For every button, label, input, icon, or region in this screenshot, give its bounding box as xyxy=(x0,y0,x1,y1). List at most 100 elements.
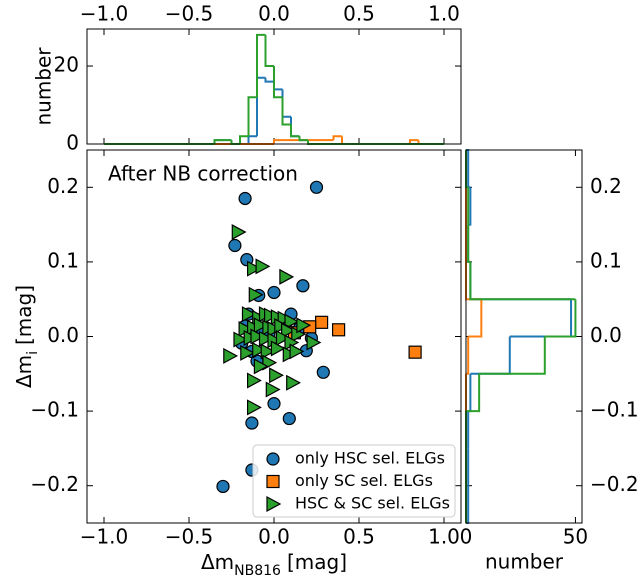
point xyxy=(245,416,259,430)
x-tick-label: −0.5 xyxy=(165,525,214,549)
point xyxy=(267,397,281,411)
x-tick-label: 0.5 xyxy=(343,525,375,549)
x-axis-label: ΔmNB816 [mag] xyxy=(201,550,347,580)
point xyxy=(247,399,262,416)
y-tick-label: 0.0 xyxy=(47,323,79,347)
histogram-step xyxy=(281,89,291,118)
axes-frame xyxy=(465,149,583,524)
point xyxy=(279,268,295,285)
x-tick-label: −1.0 xyxy=(80,2,129,26)
histogram-step xyxy=(469,261,576,301)
histogram-step xyxy=(247,135,257,144)
point xyxy=(267,285,281,300)
point xyxy=(275,329,291,346)
y-tick-label: 20 xyxy=(54,53,79,77)
histogram-step xyxy=(239,135,249,144)
point xyxy=(231,224,247,241)
y-label-unit: [mag] xyxy=(12,285,36,345)
point xyxy=(238,191,252,206)
histogram-step xyxy=(466,336,470,375)
x-tick-label: −1.0 xyxy=(80,525,129,549)
point xyxy=(408,345,422,359)
histogram-step xyxy=(479,336,546,375)
y-tick-label: −0.2 xyxy=(590,472,639,496)
x-tick-label: 50 xyxy=(563,525,588,549)
y-tick-label: 0 xyxy=(66,131,79,155)
point xyxy=(216,479,230,494)
histogram-step xyxy=(468,373,472,413)
legend-marker xyxy=(266,474,280,489)
point xyxy=(228,238,242,253)
histogram-step xyxy=(467,224,471,263)
point xyxy=(332,323,346,337)
histogram-step xyxy=(264,34,274,68)
histogram-step xyxy=(273,81,283,91)
histogram-step xyxy=(298,136,308,142)
histogram-step xyxy=(290,124,300,138)
point xyxy=(241,306,257,323)
legend-marker xyxy=(266,452,280,466)
point xyxy=(306,334,322,351)
x-tick-label: 1.0 xyxy=(428,525,460,549)
point xyxy=(255,258,271,275)
legend-label: HSC & SC sel. ELGs xyxy=(295,494,450,513)
point xyxy=(265,381,281,398)
histogram-step xyxy=(273,139,283,144)
point xyxy=(282,411,296,426)
histogram-step xyxy=(290,116,300,138)
x-axis-label: number xyxy=(485,550,564,574)
histogram-step xyxy=(465,261,482,301)
histogram-step xyxy=(409,139,419,144)
point xyxy=(247,260,262,277)
y-tick-label: 0.1 xyxy=(590,248,622,272)
legend-marker xyxy=(266,495,282,513)
point xyxy=(270,340,286,357)
y-tick-label: −0.2 xyxy=(30,472,79,496)
histogram-step xyxy=(470,336,511,375)
y-label-sub: i xyxy=(25,351,41,355)
point xyxy=(233,331,249,348)
y-tick-label: 0.2 xyxy=(590,174,622,198)
point xyxy=(260,343,276,360)
x-label-main: Δm xyxy=(201,550,234,574)
point xyxy=(250,328,266,345)
histogram-step xyxy=(256,76,266,137)
point xyxy=(286,374,301,391)
point xyxy=(309,180,324,194)
x-label-unit: [mag] xyxy=(287,550,347,574)
x-tick-label: 0.0 xyxy=(258,525,290,549)
legend-label: only HSC sel. ELGs xyxy=(295,449,445,468)
point xyxy=(252,341,267,358)
histogram-step xyxy=(247,96,257,137)
point xyxy=(281,322,296,339)
point xyxy=(296,317,312,334)
point xyxy=(247,372,262,389)
histogram-step xyxy=(466,373,481,413)
y-tick-label: 0.0 xyxy=(590,323,622,347)
axes-frame xyxy=(86,28,462,145)
histogram-step xyxy=(469,261,572,301)
point xyxy=(269,367,284,384)
legend-label: only SC sel. ELGs xyxy=(295,471,433,490)
histogram-step xyxy=(256,33,266,98)
point xyxy=(223,347,239,364)
x-tick-label: −0.5 xyxy=(165,2,214,26)
point xyxy=(253,358,269,375)
histogram-step xyxy=(281,97,291,126)
y-label-main: Δm xyxy=(12,355,36,388)
axes-frame xyxy=(86,149,462,524)
y-tick-label: −0.1 xyxy=(590,398,639,422)
histogram-step xyxy=(213,139,223,144)
histogram-step xyxy=(468,299,483,338)
point xyxy=(289,343,305,360)
point xyxy=(253,317,269,334)
point xyxy=(284,313,300,330)
histogram-step xyxy=(264,77,274,83)
point xyxy=(258,330,274,347)
histogram-step xyxy=(509,299,573,338)
point xyxy=(248,286,264,303)
y-axis-label: number xyxy=(32,47,56,126)
annotation: After NB correction xyxy=(108,162,298,186)
histogram-step xyxy=(544,299,577,338)
